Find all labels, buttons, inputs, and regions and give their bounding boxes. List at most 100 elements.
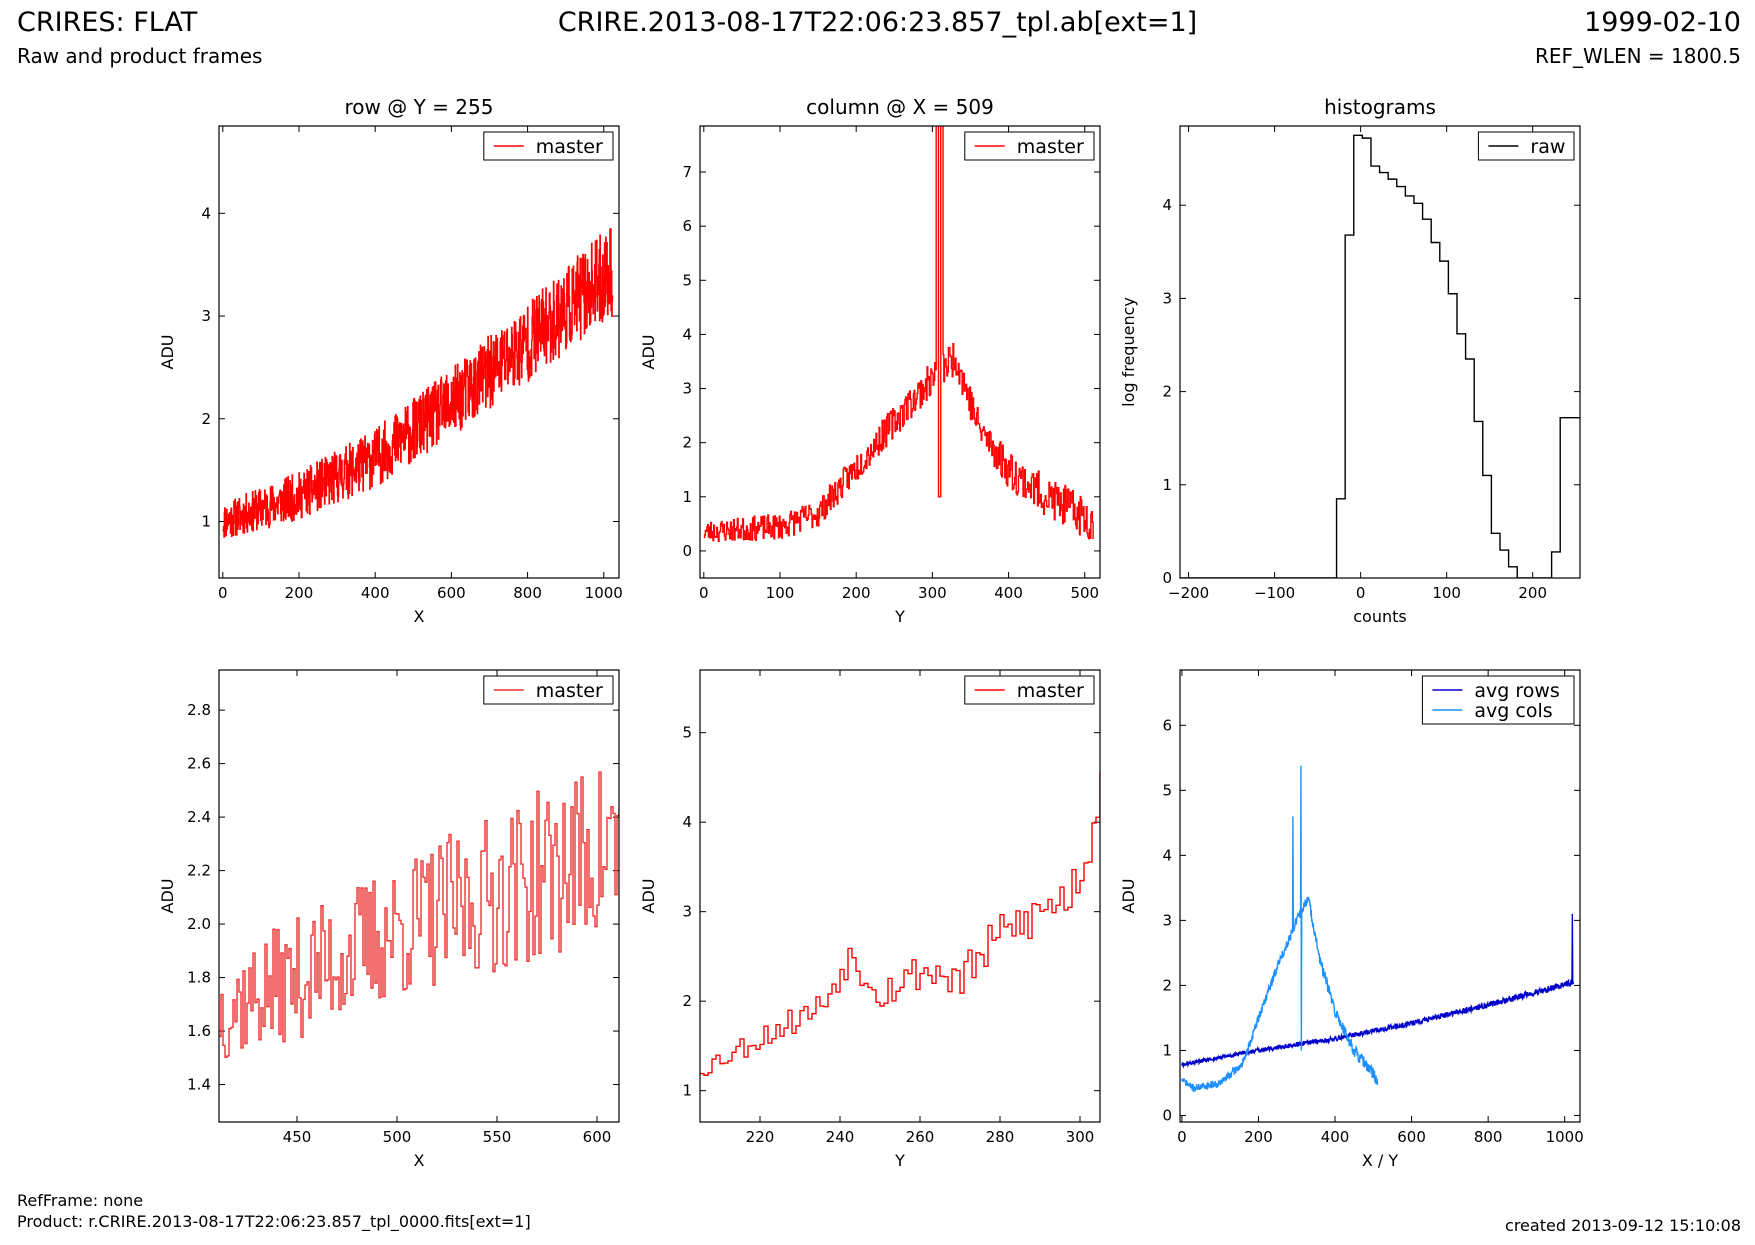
chart-row: row @ Y = 255 X ADU 0 200 400 600 800 1000 1 2 3 4 ma…	[158, 95, 623, 626]
y-axis-label: ADU	[1119, 879, 1138, 914]
y-tick-label: 5	[682, 724, 692, 742]
x-tick-label: 450	[283, 1128, 312, 1146]
x-tick-label: 400	[994, 584, 1023, 602]
y-tick-label: 5	[682, 271, 692, 289]
legend: master	[483, 131, 614, 161]
y-axis-label: ADU	[158, 335, 177, 370]
plot-area	[700, 772, 1100, 1076]
plot-frame	[1179, 125, 1581, 579]
x-tick-label: 0	[1177, 1128, 1187, 1146]
legend-label: raw	[1530, 136, 1565, 158]
y-tick-label: 1.6	[187, 1022, 211, 1040]
x-axis-label: counts	[1353, 607, 1406, 626]
x-tick-label: 400	[361, 584, 390, 602]
series-line-master	[700, 772, 1100, 1076]
ref-wlen: REF_WLEN = 1800.5	[1534, 44, 1741, 68]
plot-area	[703, 126, 1094, 542]
x-tick-label: 800	[1474, 1128, 1503, 1146]
page-title: CRIRES: FLAT	[17, 7, 198, 38]
y-tick-label: 2.4	[187, 808, 211, 826]
file-name: CRIRE.2013-08-17T22:06:23.857_tpl.ab[ext…	[557, 7, 1198, 38]
y-tick-label: 1	[201, 513, 211, 531]
plot-area	[1181, 765, 1575, 1093]
x-tick-label: 240	[826, 1128, 855, 1146]
y-tick-label: 0	[1162, 1106, 1172, 1124]
legend: raw	[1477, 131, 1575, 161]
created-timestamp: created 2013-09-12 15:10:08	[1505, 1216, 1741, 1235]
series-line-avg-rows	[1181, 913, 1575, 1069]
product-label: Product: r.CRIRE.2013-08-17T22:06:23.857…	[17, 1212, 531, 1231]
y-tick-label: 2	[1162, 383, 1172, 401]
x-axis-label: Y	[894, 607, 905, 626]
refframe-label: RefFrame: none	[17, 1191, 144, 1210]
x-tick-label: 200	[1244, 1128, 1273, 1146]
plot-frame	[1179, 669, 1581, 1123]
plot-area	[222, 228, 614, 538]
x-tick-label: 1000	[585, 584, 623, 602]
x-tick-label: 0	[218, 584, 228, 602]
legend-label: avg cols	[1474, 700, 1552, 722]
legend: master	[964, 675, 1095, 705]
y-tick-label: 2	[682, 434, 692, 452]
x-tick-label: −100	[1254, 584, 1295, 602]
y-tick-label: 0	[682, 542, 692, 560]
x-tick-label: 300	[918, 584, 947, 602]
y-tick-label: 7	[682, 163, 692, 181]
y-axis-label: log frequency	[1119, 297, 1138, 407]
chart-title: histograms	[1324, 95, 1436, 119]
plot-area	[219, 771, 619, 1058]
legend: master	[964, 131, 1095, 161]
x-tick-label: 600	[583, 1128, 612, 1146]
chart-col: column @ X = 509 Y ADU 0 100 200 300 400 500 0 1 2 3…	[639, 95, 1101, 626]
x-axis-label: X / Y	[1362, 1151, 1399, 1170]
x-tick-label: 400	[1321, 1128, 1350, 1146]
histogram-raw	[1180, 134, 1580, 578]
y-tick-label: 2	[682, 992, 692, 1010]
x-tick-label: 500	[1070, 584, 1099, 602]
x-tick-label: 300	[1066, 1128, 1095, 1146]
y-tick-label: 6	[1162, 716, 1172, 734]
x-tick-label: 200	[842, 584, 871, 602]
series-line-master	[222, 228, 614, 538]
x-tick-label: 100	[1432, 584, 1461, 602]
x-tick-label: 600	[1397, 1128, 1426, 1146]
legend-label: master	[1017, 136, 1084, 158]
y-axis-label: ADU	[639, 879, 658, 914]
y-tick-label: 2	[201, 410, 211, 428]
y-tick-label: 1.4	[187, 1076, 211, 1094]
y-tick-label: 3	[201, 307, 211, 325]
legend-label: master	[1017, 680, 1084, 702]
chart-colzoom: Y ADU 220 240 260 280 300 1 2 3 4 5 master	[639, 669, 1101, 1170]
y-tick-label: 4	[1162, 846, 1172, 864]
x-tick-label: 260	[906, 1128, 935, 1146]
chart-avg: X / Y ADU 0 200 400 600 800 1000 0 1 2 3 4 5 6 avg rows…	[1119, 669, 1584, 1170]
legend: master	[483, 675, 614, 705]
y-tick-label: 1	[1162, 1041, 1172, 1059]
y-tick-label: 4	[682, 813, 692, 831]
y-axis-label: ADU	[158, 879, 177, 914]
series-line-master	[703, 126, 1094, 542]
plot-area	[1180, 134, 1580, 578]
x-tick-label: 600	[437, 584, 466, 602]
legend-label: master	[536, 680, 603, 702]
y-tick-label: 3	[682, 380, 692, 398]
y-tick-label: 6	[682, 217, 692, 235]
y-tick-label: 1.8	[187, 969, 211, 987]
y-tick-label: 2.2	[187, 862, 211, 880]
y-tick-label: 4	[1162, 196, 1172, 214]
y-axis-label: ADU	[639, 335, 658, 370]
y-tick-label: 1	[1162, 476, 1172, 494]
plot-frame	[699, 125, 1101, 579]
y-tick-label: 4	[682, 325, 692, 343]
x-tick-label: 800	[513, 584, 542, 602]
y-tick-label: 3	[1162, 911, 1172, 929]
x-tick-label: 220	[746, 1128, 775, 1146]
x-tick-label: 200	[1518, 584, 1547, 602]
x-tick-label: 550	[483, 1128, 512, 1146]
chart-title: row @ Y = 255	[345, 95, 494, 119]
y-tick-label: 4	[201, 204, 211, 222]
y-tick-label: 3	[1162, 289, 1172, 307]
x-tick-label: 500	[383, 1128, 412, 1146]
